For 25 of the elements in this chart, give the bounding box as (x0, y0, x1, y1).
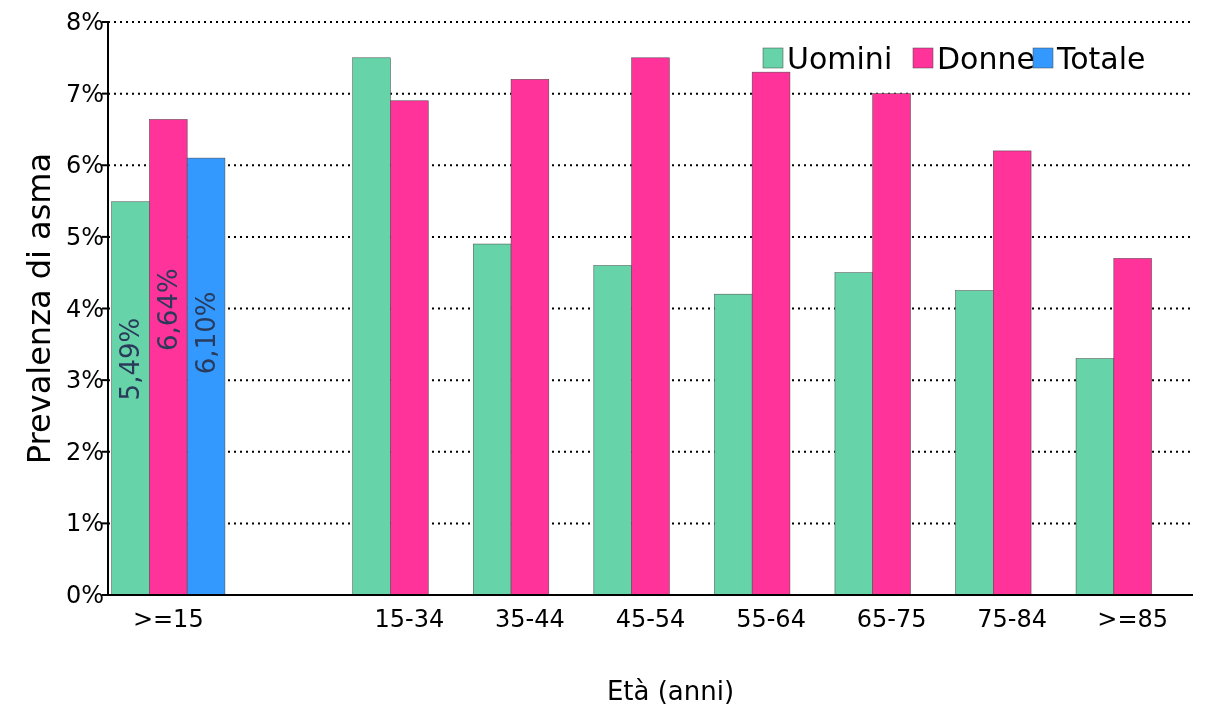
y-tick-label: 1% (65, 509, 104, 538)
x-tick-label: 35-44 (495, 605, 565, 633)
x-tick-label: >=15 (132, 605, 204, 633)
y-tick-label: 8% (65, 8, 104, 36)
y-tick-label: 5% (65, 222, 104, 251)
x-tick-label: 65-75 (856, 605, 927, 633)
y-tick-label: 7% (65, 79, 104, 108)
y-tick-label: 6% (65, 151, 104, 180)
x-tick-label: 45-54 (615, 605, 686, 633)
data-label: 6,10% (191, 291, 222, 375)
x-tick-label: 15-34 (374, 605, 445, 633)
y-axis-title: Prevalenza di asma (20, 152, 58, 465)
x-tick-label: 75-84 (977, 605, 1048, 633)
legend-label: Donne (937, 40, 1035, 76)
x-tick-label: >=85 (1097, 605, 1169, 633)
y-tick-label: 4% (65, 294, 104, 323)
legend-label: Totale (1056, 40, 1146, 76)
y-tick-label: 0% (65, 581, 104, 609)
data-label: 6,64% (153, 268, 184, 351)
x-tick-label: 55-64 (736, 605, 806, 633)
data-label: 5,49% (115, 317, 146, 401)
y-tick-label: 2% (65, 437, 104, 466)
legend-label: Uomini (787, 40, 893, 76)
y-tick-label: 3% (65, 366, 104, 395)
x-axis-title: Età (anni) (606, 676, 735, 706)
